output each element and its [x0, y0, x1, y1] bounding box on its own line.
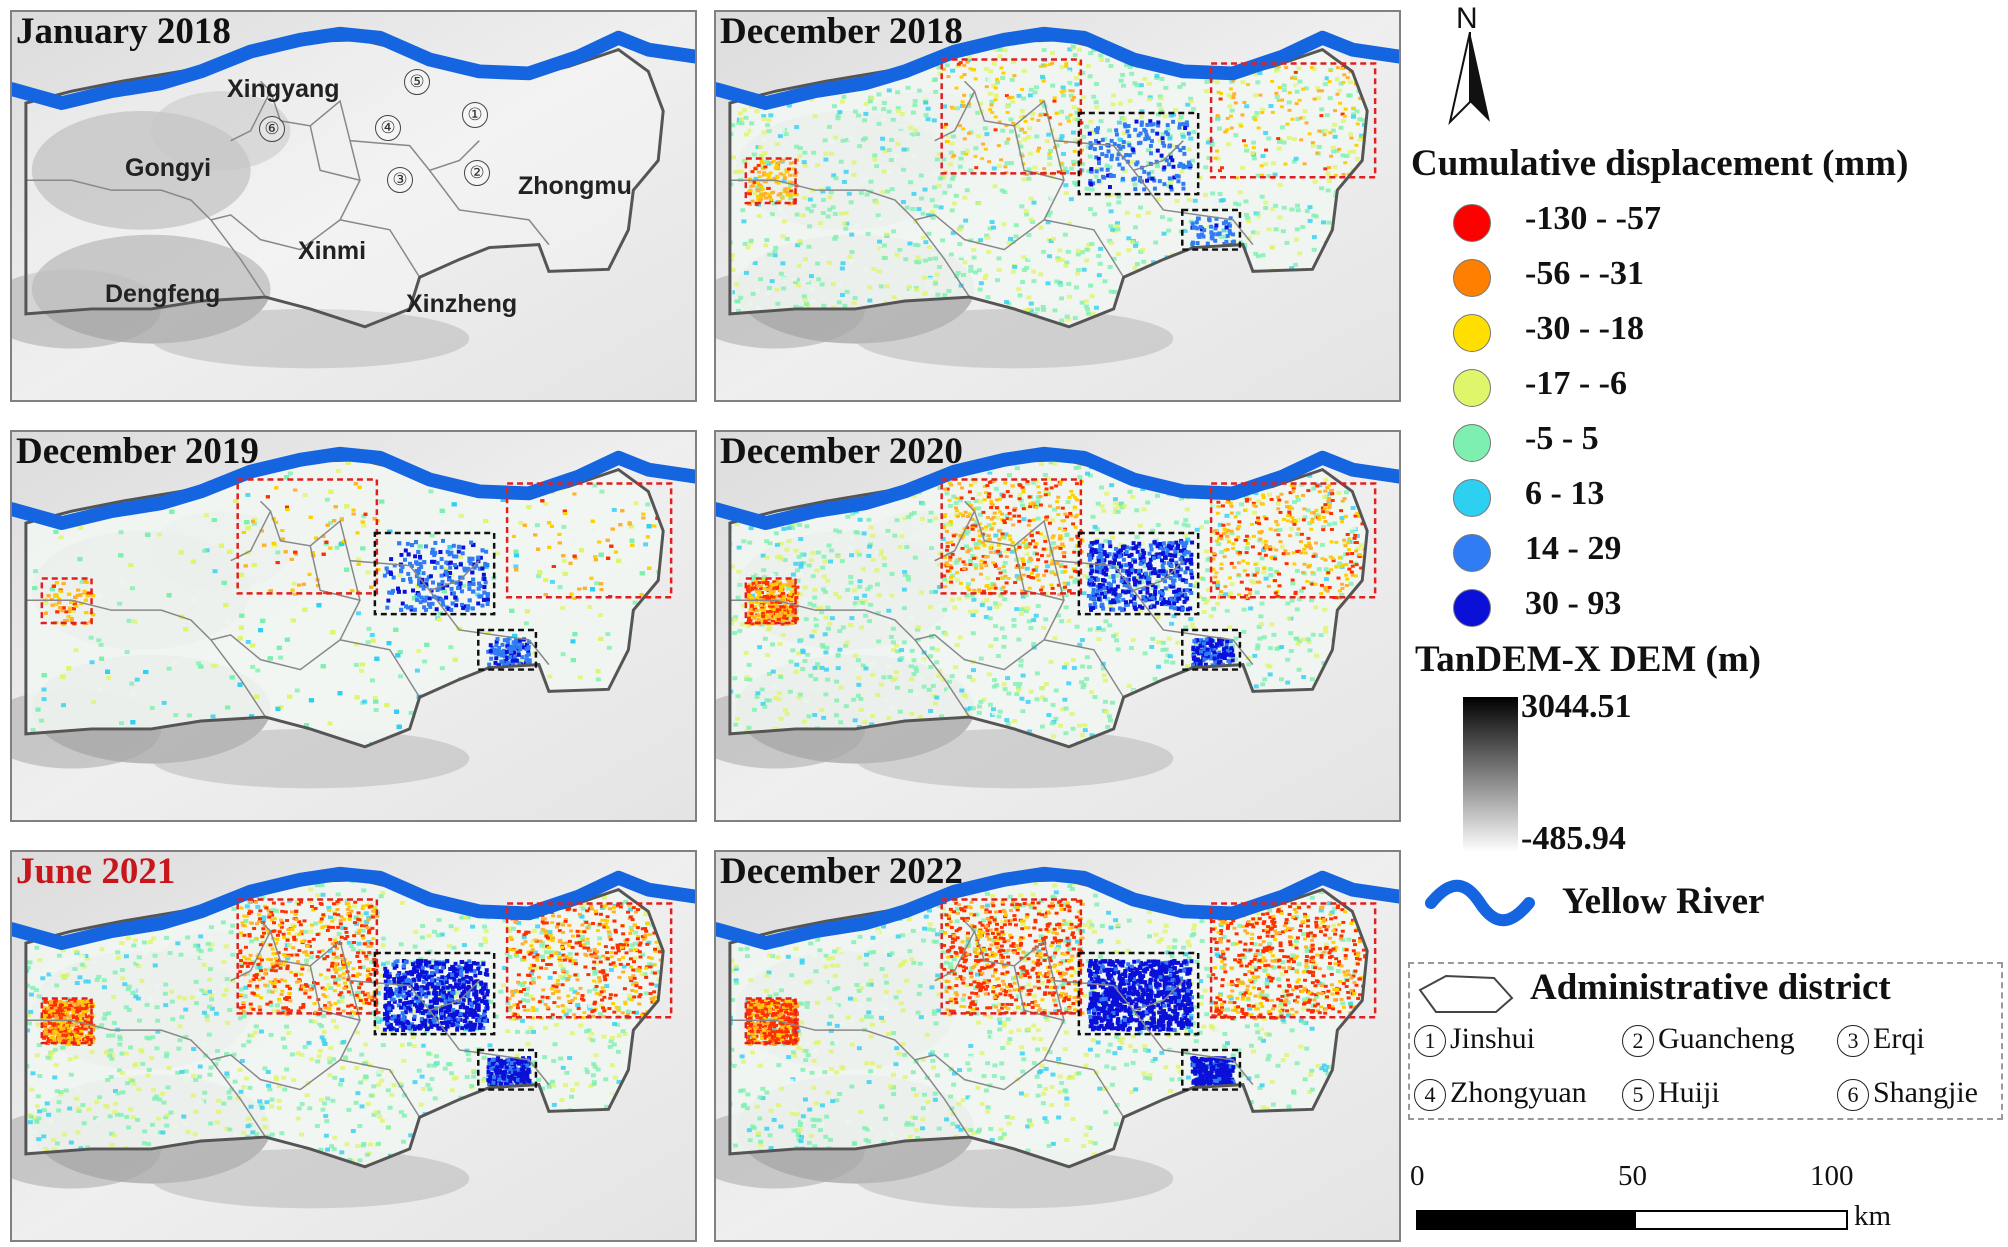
scale-bar-white: [1634, 1210, 1848, 1230]
north-label: N: [1456, 2, 1478, 35]
legend-swatch: [1453, 479, 1491, 517]
map-panel-dec-2018: December 2018: [714, 10, 1401, 402]
map-canvas: [12, 852, 695, 1240]
displacement-legend-title: Cumulative displacement (mm): [1411, 143, 1909, 184]
legend-swatch: [1453, 369, 1491, 407]
panel-title: December 2020: [720, 431, 963, 472]
admin-item-jinshui: 1 Jinshui: [1414, 1022, 1535, 1058]
map-panel-jun-2021: June 2021: [10, 850, 697, 1242]
district-marker-6: ⑥: [259, 116, 285, 142]
panel-title: December 2018: [720, 11, 963, 52]
label-dengfeng: Dengfeng: [105, 280, 221, 308]
river-legend-label: Yellow River: [1562, 881, 1765, 922]
admin-item-zhongyuan: 4 Zhongyuan: [1414, 1076, 1587, 1112]
label-xingyang: Xingyang: [227, 75, 340, 103]
scale-tick-50: 50: [1618, 1160, 1647, 1192]
legend-swatch: [1453, 204, 1491, 242]
district-marker-1: ①: [462, 102, 488, 128]
map-panel-dec-2019: December 2019: [10, 430, 697, 822]
dem-max-label: 3044.51: [1521, 688, 1632, 725]
label-xinzheng: Xinzheng: [406, 290, 518, 318]
map-panel-dec-2022: December 2022: [714, 850, 1401, 1242]
panel-title: December 2022: [720, 851, 963, 892]
admin-legend-title: Administrative district: [1530, 967, 1891, 1008]
scale-bar-black: [1416, 1210, 1638, 1230]
map-canvas: [716, 852, 1399, 1240]
legend-class-label: 14 - 29: [1525, 530, 1622, 567]
north-arrow: N: [1440, 2, 1500, 127]
panel-title: June 2021: [16, 851, 176, 892]
map-panel-jan-2018: January 2018 Xingyang Gongyi Zhongmu Xin…: [10, 10, 697, 402]
map-canvas: [12, 12, 695, 400]
legend-swatch: [1453, 534, 1491, 572]
admin-item-shangjie: 6 Shangjie: [1837, 1076, 1978, 1112]
label-xinmi: Xinmi: [298, 237, 367, 265]
scale-tick-0: 0: [1410, 1160, 1425, 1192]
legend-class-label: -17 - -6: [1525, 365, 1627, 402]
legend-class-label: 6 - 13: [1525, 475, 1605, 512]
map-panel-dec-2020: December 2020: [714, 430, 1401, 822]
legend-swatch: [1453, 314, 1491, 352]
legend-class-label: -5 - 5: [1525, 420, 1599, 457]
district-marker-4: ④: [375, 115, 401, 141]
dem-legend-title: TanDEM-X DEM (m): [1415, 639, 1762, 680]
panel-title: December 2019: [16, 431, 259, 472]
scale-bar: 0 50 100 km: [1410, 1160, 1970, 1240]
legend-swatch: [1453, 589, 1491, 627]
admin-district-icon: [1418, 974, 1514, 1013]
scale-unit: km: [1854, 1200, 1892, 1232]
admin-item-huiji: 5 Huiji: [1622, 1076, 1720, 1112]
north-arrow-icon: [1448, 32, 1490, 126]
map-canvas: [12, 432, 695, 820]
admin-item-erqi: 3 Erqi: [1837, 1022, 1925, 1058]
legend-class-label: -130 - -57: [1525, 200, 1661, 237]
dem-min-label: -485.94: [1521, 820, 1626, 857]
admin-legend-box: Administrative district 1 Jinshui 2 Guanch…: [1408, 962, 2003, 1120]
district-marker-2: ②: [464, 160, 490, 186]
legend-class-label: -56 - -31: [1525, 255, 1644, 292]
legend-swatch: [1453, 259, 1491, 297]
map-canvas: [716, 432, 1399, 820]
dem-colorbar: [1463, 697, 1518, 852]
district-marker-5: ⑤: [404, 69, 430, 95]
map-canvas: [716, 12, 1399, 400]
label-zhongmu: Zhongmu: [518, 172, 632, 200]
legend-swatch: [1453, 424, 1491, 462]
panel-title: January 2018: [16, 11, 231, 52]
scale-tick-100: 100: [1810, 1160, 1854, 1192]
legend-class-label: 30 - 93: [1525, 585, 1622, 622]
district-marker-3: ③: [387, 167, 413, 193]
river-legend-icon: [1425, 879, 1535, 927]
label-gongyi: Gongyi: [125, 154, 212, 182]
legend-class-label: -30 - -18: [1525, 310, 1644, 347]
admin-item-guancheng: 2 Guancheng: [1622, 1022, 1795, 1058]
